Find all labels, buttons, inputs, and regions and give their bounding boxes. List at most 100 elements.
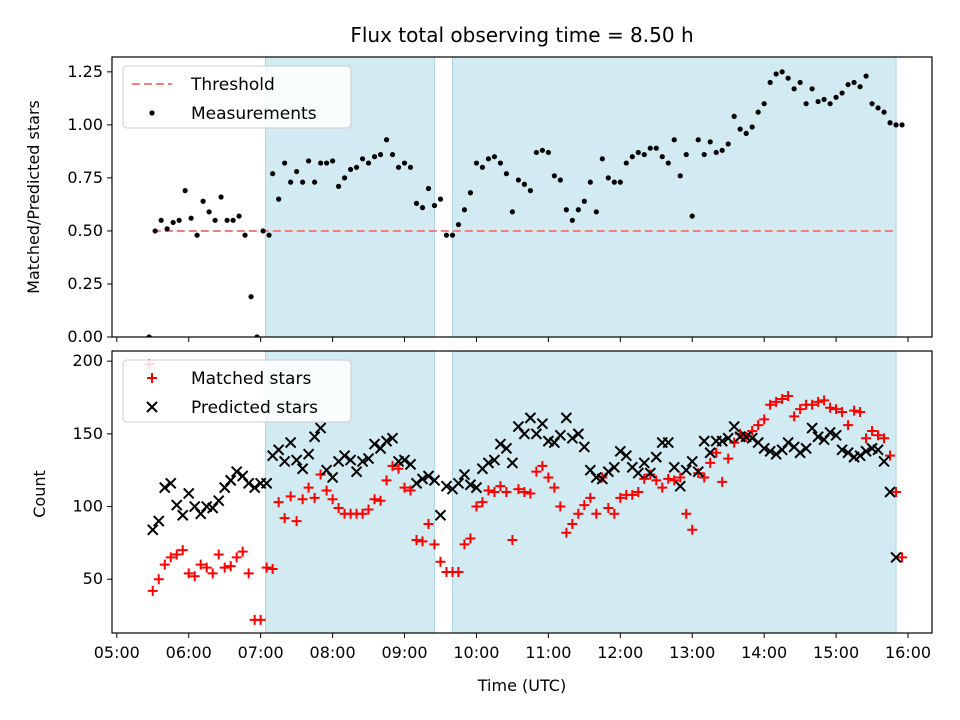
matched-stars-point: [807, 399, 818, 410]
predicted-stars-point: [356, 455, 369, 468]
matched-stars-point: [645, 469, 656, 480]
matched-stars-point: [753, 420, 764, 431]
predicted-stars-point: [716, 435, 728, 447]
predicted-stars-point: [338, 449, 351, 462]
measurement-point: [182, 188, 188, 194]
predicted-stars-point: [614, 445, 627, 458]
matched-stars-point: [147, 585, 158, 596]
measurement-point: [323, 160, 330, 166]
measurement-point: [419, 205, 426, 211]
legend-box: [122, 359, 352, 423]
predicted-stars-point: [704, 447, 716, 459]
y-tick-label: 150: [72, 424, 103, 443]
predicted-stars-point: [308, 431, 321, 443]
predicted-stars-point: [692, 465, 704, 478]
predicted-stars-point: [554, 429, 567, 442]
y-tick-label: 0.25: [67, 274, 103, 293]
measurement-point: [443, 232, 450, 238]
panel-top: 0.00 0.25 0.50 0.75 1.00 1.25 Threshold Measure…: [67, 56, 933, 346]
matched-stars-point: [399, 482, 410, 493]
matched-stars-point: [273, 497, 284, 508]
measurement-point: [329, 158, 336, 164]
measurement-point: [737, 126, 743, 132]
predicted-stars-point: [842, 447, 854, 459]
predicted-stars-point: [171, 499, 183, 511]
measurement-point: [899, 122, 905, 128]
measurement-point: [359, 156, 366, 162]
matched-stars-point: [609, 508, 620, 519]
matched-stars-point: [657, 482, 668, 493]
predicted-stars-point: [410, 477, 423, 489]
matched-stars-point: [705, 457, 716, 468]
matched-stars-point: [531, 466, 542, 477]
y-tick-label: 0.75: [67, 168, 103, 187]
predicted-stars-point: [464, 479, 477, 491]
matched-stars-point: [729, 437, 740, 448]
matched-stars-point: [243, 568, 254, 579]
measurement-point: [833, 94, 839, 100]
x-tick-label: 15:00: [813, 643, 859, 662]
measurement-point: [425, 185, 432, 192]
measurement-point: [587, 179, 593, 185]
predicted-stars-point: [794, 447, 806, 459]
predicted-stars-point: [728, 420, 740, 433]
legend: Threshold Measurements: [122, 65, 352, 129]
matched-stars-point: [579, 500, 590, 511]
measurement-point: [605, 175, 611, 181]
matched-stars-point: [255, 614, 266, 625]
matched-stars-point: [639, 473, 650, 484]
y-tick-label: 0.00: [67, 327, 103, 346]
matched-stars-point: [765, 399, 776, 410]
predicted-stars-point: [572, 428, 585, 440]
measurement-point: [276, 196, 282, 202]
matched-stars-point: [819, 395, 830, 406]
predicted-stars-point: [416, 473, 429, 485]
matched-stars-point: [477, 497, 488, 508]
predicted-stars-point: [428, 474, 441, 487]
matched-stars-point: [375, 495, 386, 506]
legend-label: Predicted stars: [191, 398, 318, 418]
matched-stars-point: [327, 494, 338, 505]
measurement-point: [773, 71, 779, 77]
matched-stars-point: [675, 472, 686, 483]
measurement-point: [515, 177, 522, 183]
x-tick-label: 11:00: [525, 643, 571, 662]
measurement-point: [236, 213, 242, 219]
measurement-point: [230, 217, 236, 223]
measurement-point: [401, 160, 408, 166]
measurement-point: [689, 213, 695, 219]
measurement-point: [551, 173, 557, 179]
measurement-point: [347, 166, 354, 173]
measurement-point: [200, 198, 206, 204]
predicted-stars-point: [860, 445, 872, 458]
measurement-point: [581, 198, 587, 204]
predicted-stars-point: [836, 444, 848, 456]
matched-stars-point: [471, 501, 482, 512]
predicted-stars-point: [326, 471, 339, 484]
measurement-point: [485, 156, 492, 162]
matched-stars-point: [771, 396, 782, 407]
measurement-point: [206, 209, 212, 215]
x-tick-label: 06:00: [166, 643, 212, 662]
matched-stars-point: [843, 420, 854, 431]
measurement-point: [503, 171, 510, 177]
matched-stars-point: [285, 491, 296, 502]
measurement-point: [461, 207, 468, 213]
matched-stars-point: [333, 502, 344, 513]
predicted-stars-point: [147, 524, 159, 536]
predicted-stars-point: [890, 551, 902, 564]
predicted-stars-point: [272, 444, 285, 456]
matched-stars-point: [423, 518, 434, 529]
matched-stars-point: [567, 518, 578, 529]
matched-stars-point: [207, 568, 218, 579]
predicted-stars-point: [362, 452, 375, 465]
measurement-point: [312, 179, 318, 185]
measurement-point: [491, 154, 498, 160]
predicted-stars-point: [284, 436, 297, 449]
measurement-point: [533, 149, 539, 156]
measurement-point: [713, 149, 719, 156]
predicted-stars-point: [662, 436, 674, 449]
matched-stars-point: [627, 489, 638, 500]
legend-label: Measurements: [191, 104, 317, 124]
